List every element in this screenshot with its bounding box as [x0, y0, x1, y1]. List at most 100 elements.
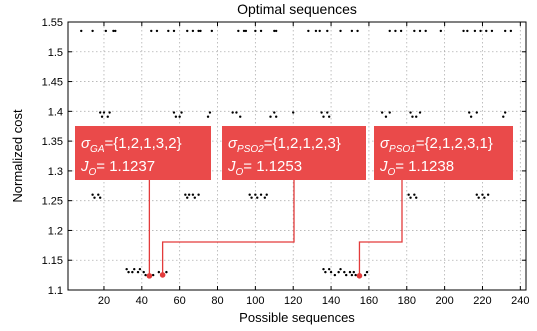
x-tick-label: 140	[322, 295, 340, 307]
data-point	[418, 29, 422, 33]
y-tick-label: 1.4	[48, 106, 63, 118]
y-tick-label: 1.15	[42, 255, 63, 267]
x-tick-label: 180	[398, 295, 416, 307]
data-point	[384, 115, 388, 118]
cost-subscript: O	[388, 167, 396, 178]
x-tick-label: 240	[511, 295, 529, 307]
data-point	[125, 267, 128, 271]
connector-line	[161, 180, 295, 275]
data-point	[197, 29, 200, 33]
data-point	[187, 193, 191, 196]
x-tick-label: 80	[211, 295, 223, 307]
optimal-point	[159, 272, 166, 278]
data-point	[197, 193, 200, 196]
annotation-sequence: σPSO2={1,2,1,2,3}	[228, 135, 341, 155]
y-tick-label: 1.3	[48, 166, 63, 178]
x-tick-label: 160	[360, 295, 378, 307]
data-point	[112, 29, 115, 33]
data-point	[329, 270, 333, 274]
data-point	[413, 193, 416, 196]
x-tick-label: 20	[98, 295, 110, 307]
data-point	[242, 29, 246, 33]
cost-symbol: J	[227, 158, 236, 175]
data-point	[259, 193, 263, 196]
x-axis-label: Possible sequences	[239, 310, 355, 325]
annotation-box	[222, 126, 366, 180]
data-point	[178, 115, 181, 118]
data-point	[208, 111, 212, 114]
data-point	[479, 29, 482, 33]
data-point	[191, 193, 195, 196]
y-tick-label: 1.35	[42, 136, 63, 148]
data-point	[180, 111, 183, 114]
data-point	[151, 273, 155, 277]
data-point	[322, 115, 325, 118]
data-points	[80, 29, 513, 277]
y-tick-label: 1.25	[42, 196, 63, 208]
data-point	[193, 196, 197, 199]
sigma-symbol: σ	[228, 135, 238, 152]
data-point	[356, 29, 359, 33]
data-point	[155, 29, 159, 33]
data-point	[339, 29, 342, 33]
data-point	[326, 29, 329, 33]
data-point	[380, 111, 384, 114]
data-point	[127, 270, 130, 274]
data-point	[399, 29, 403, 33]
sigma-symbol: σ	[81, 135, 91, 152]
annotation-cost: JO= 1.1238	[379, 158, 454, 178]
data-point	[254, 29, 257, 33]
data-point	[259, 29, 263, 33]
data-point	[345, 273, 348, 277]
data-point	[172, 29, 176, 33]
data-point	[320, 111, 323, 114]
data-point	[244, 29, 248, 33]
data-point	[210, 29, 214, 33]
data-point	[503, 29, 507, 33]
data-point	[363, 273, 367, 277]
data-point	[98, 196, 102, 199]
data-point	[157, 270, 161, 274]
data-point	[365, 270, 369, 274]
data-point	[254, 193, 257, 196]
data-point	[265, 193, 268, 196]
sequence-value: ={1,2,1,3,2}	[105, 135, 182, 152]
y-tick-label: 1.2	[48, 225, 63, 237]
y-tick-label: 1.55	[42, 17, 63, 29]
cost-value: = 1.1237	[96, 158, 155, 175]
data-point	[142, 270, 145, 274]
sequence-value: ={2,1,2,3,1}	[416, 135, 493, 152]
data-point	[138, 267, 142, 271]
data-point	[97, 193, 100, 196]
plot-frame	[67, 21, 527, 291]
data-point	[131, 270, 134, 274]
y-tick-label: 1.45	[42, 77, 63, 89]
ticks: 20 40 60 80 100 120 140 160 180 200 220 240 1.1 1.15 1…	[42, 17, 530, 307]
data-point	[307, 29, 310, 33]
data-point	[93, 196, 96, 199]
data-point	[502, 115, 505, 118]
sigma-subscript: PSO1	[389, 144, 416, 155]
data-point	[191, 29, 195, 33]
data-point	[326, 111, 329, 114]
data-point	[174, 115, 178, 118]
data-point	[343, 270, 346, 274]
data-point	[394, 29, 397, 33]
x-tick-label: 60	[174, 295, 186, 307]
connector-line	[358, 180, 403, 276]
data-point	[339, 267, 342, 271]
data-point	[104, 29, 108, 33]
data-point	[206, 115, 210, 118]
data-point	[150, 29, 153, 33]
data-point	[250, 196, 253, 199]
data-point	[333, 273, 337, 277]
data-point	[503, 111, 507, 114]
data-point	[475, 193, 478, 196]
x-tick-label: 120	[284, 295, 302, 307]
optimal-point	[146, 273, 153, 279]
data-point	[186, 196, 189, 199]
data-point	[100, 115, 104, 118]
data-point	[273, 111, 276, 114]
data-point	[475, 111, 478, 114]
